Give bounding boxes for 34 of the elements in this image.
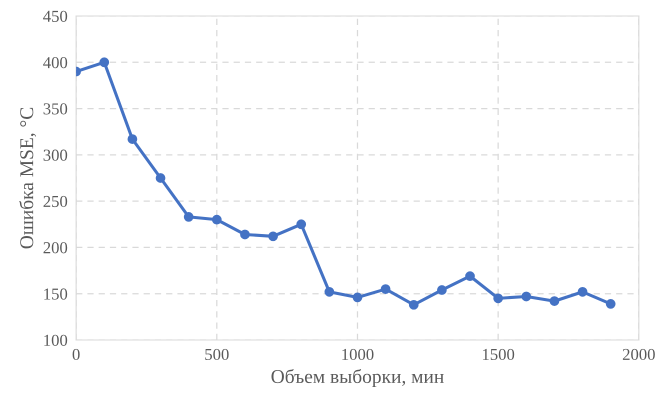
y-tick-label: 150 xyxy=(44,288,68,300)
point xyxy=(606,299,616,309)
point xyxy=(380,284,390,294)
point xyxy=(521,292,532,302)
x-axis-title: Объем выборки, мин xyxy=(271,369,444,388)
point xyxy=(128,134,138,144)
x-tick-label: 1500 xyxy=(482,348,514,360)
point xyxy=(324,287,334,297)
point xyxy=(408,300,419,310)
y-axis-title: Ошибка MSE, °C xyxy=(19,108,36,248)
y-tick-label: 100 xyxy=(44,334,68,346)
point xyxy=(437,285,447,295)
point xyxy=(296,219,306,230)
y-tick-label: 400 xyxy=(43,56,68,68)
point xyxy=(550,296,560,306)
y-tick-label: 300 xyxy=(44,150,68,161)
x-tick-label: 500 xyxy=(205,348,229,360)
y-tick-label: 200 xyxy=(44,242,68,254)
point xyxy=(212,214,222,225)
y-tick-label: 450 xyxy=(43,10,68,22)
x-tick-label: 2000 xyxy=(622,348,655,360)
point xyxy=(99,57,110,68)
y-tick-label: 350 xyxy=(44,103,68,115)
point xyxy=(240,230,250,240)
point xyxy=(184,212,194,222)
x-tick-label: 1000 xyxy=(342,348,374,360)
x-tick-label: 0 xyxy=(72,348,80,360)
point xyxy=(578,287,588,297)
point xyxy=(268,231,278,242)
point xyxy=(465,271,475,281)
y-tick-label: 250 xyxy=(44,196,68,208)
point xyxy=(352,292,362,302)
point xyxy=(156,173,166,183)
point xyxy=(493,293,504,304)
